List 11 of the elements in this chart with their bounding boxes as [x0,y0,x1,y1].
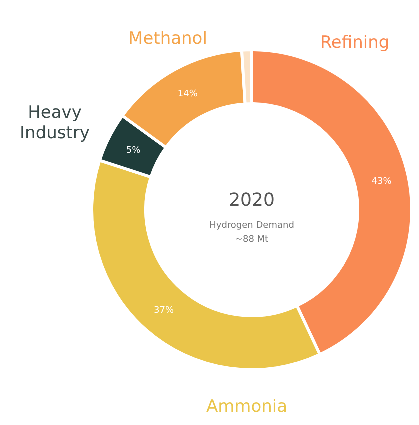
slice-label: Methanol [128,29,208,49]
text: ~88 Mt [235,235,270,245]
slice-label: Refining [320,33,390,53]
slice-label: Ammonia [206,397,288,417]
text: 2020 [229,190,275,211]
data-label: 14% [178,90,198,100]
text: Hydrogen Demand [210,221,294,231]
slice-label: Heavy Industry [20,103,90,144]
data-label: 43% [372,177,392,188]
data-label: 37% [154,306,174,316]
data-label: 5% [126,146,142,156]
